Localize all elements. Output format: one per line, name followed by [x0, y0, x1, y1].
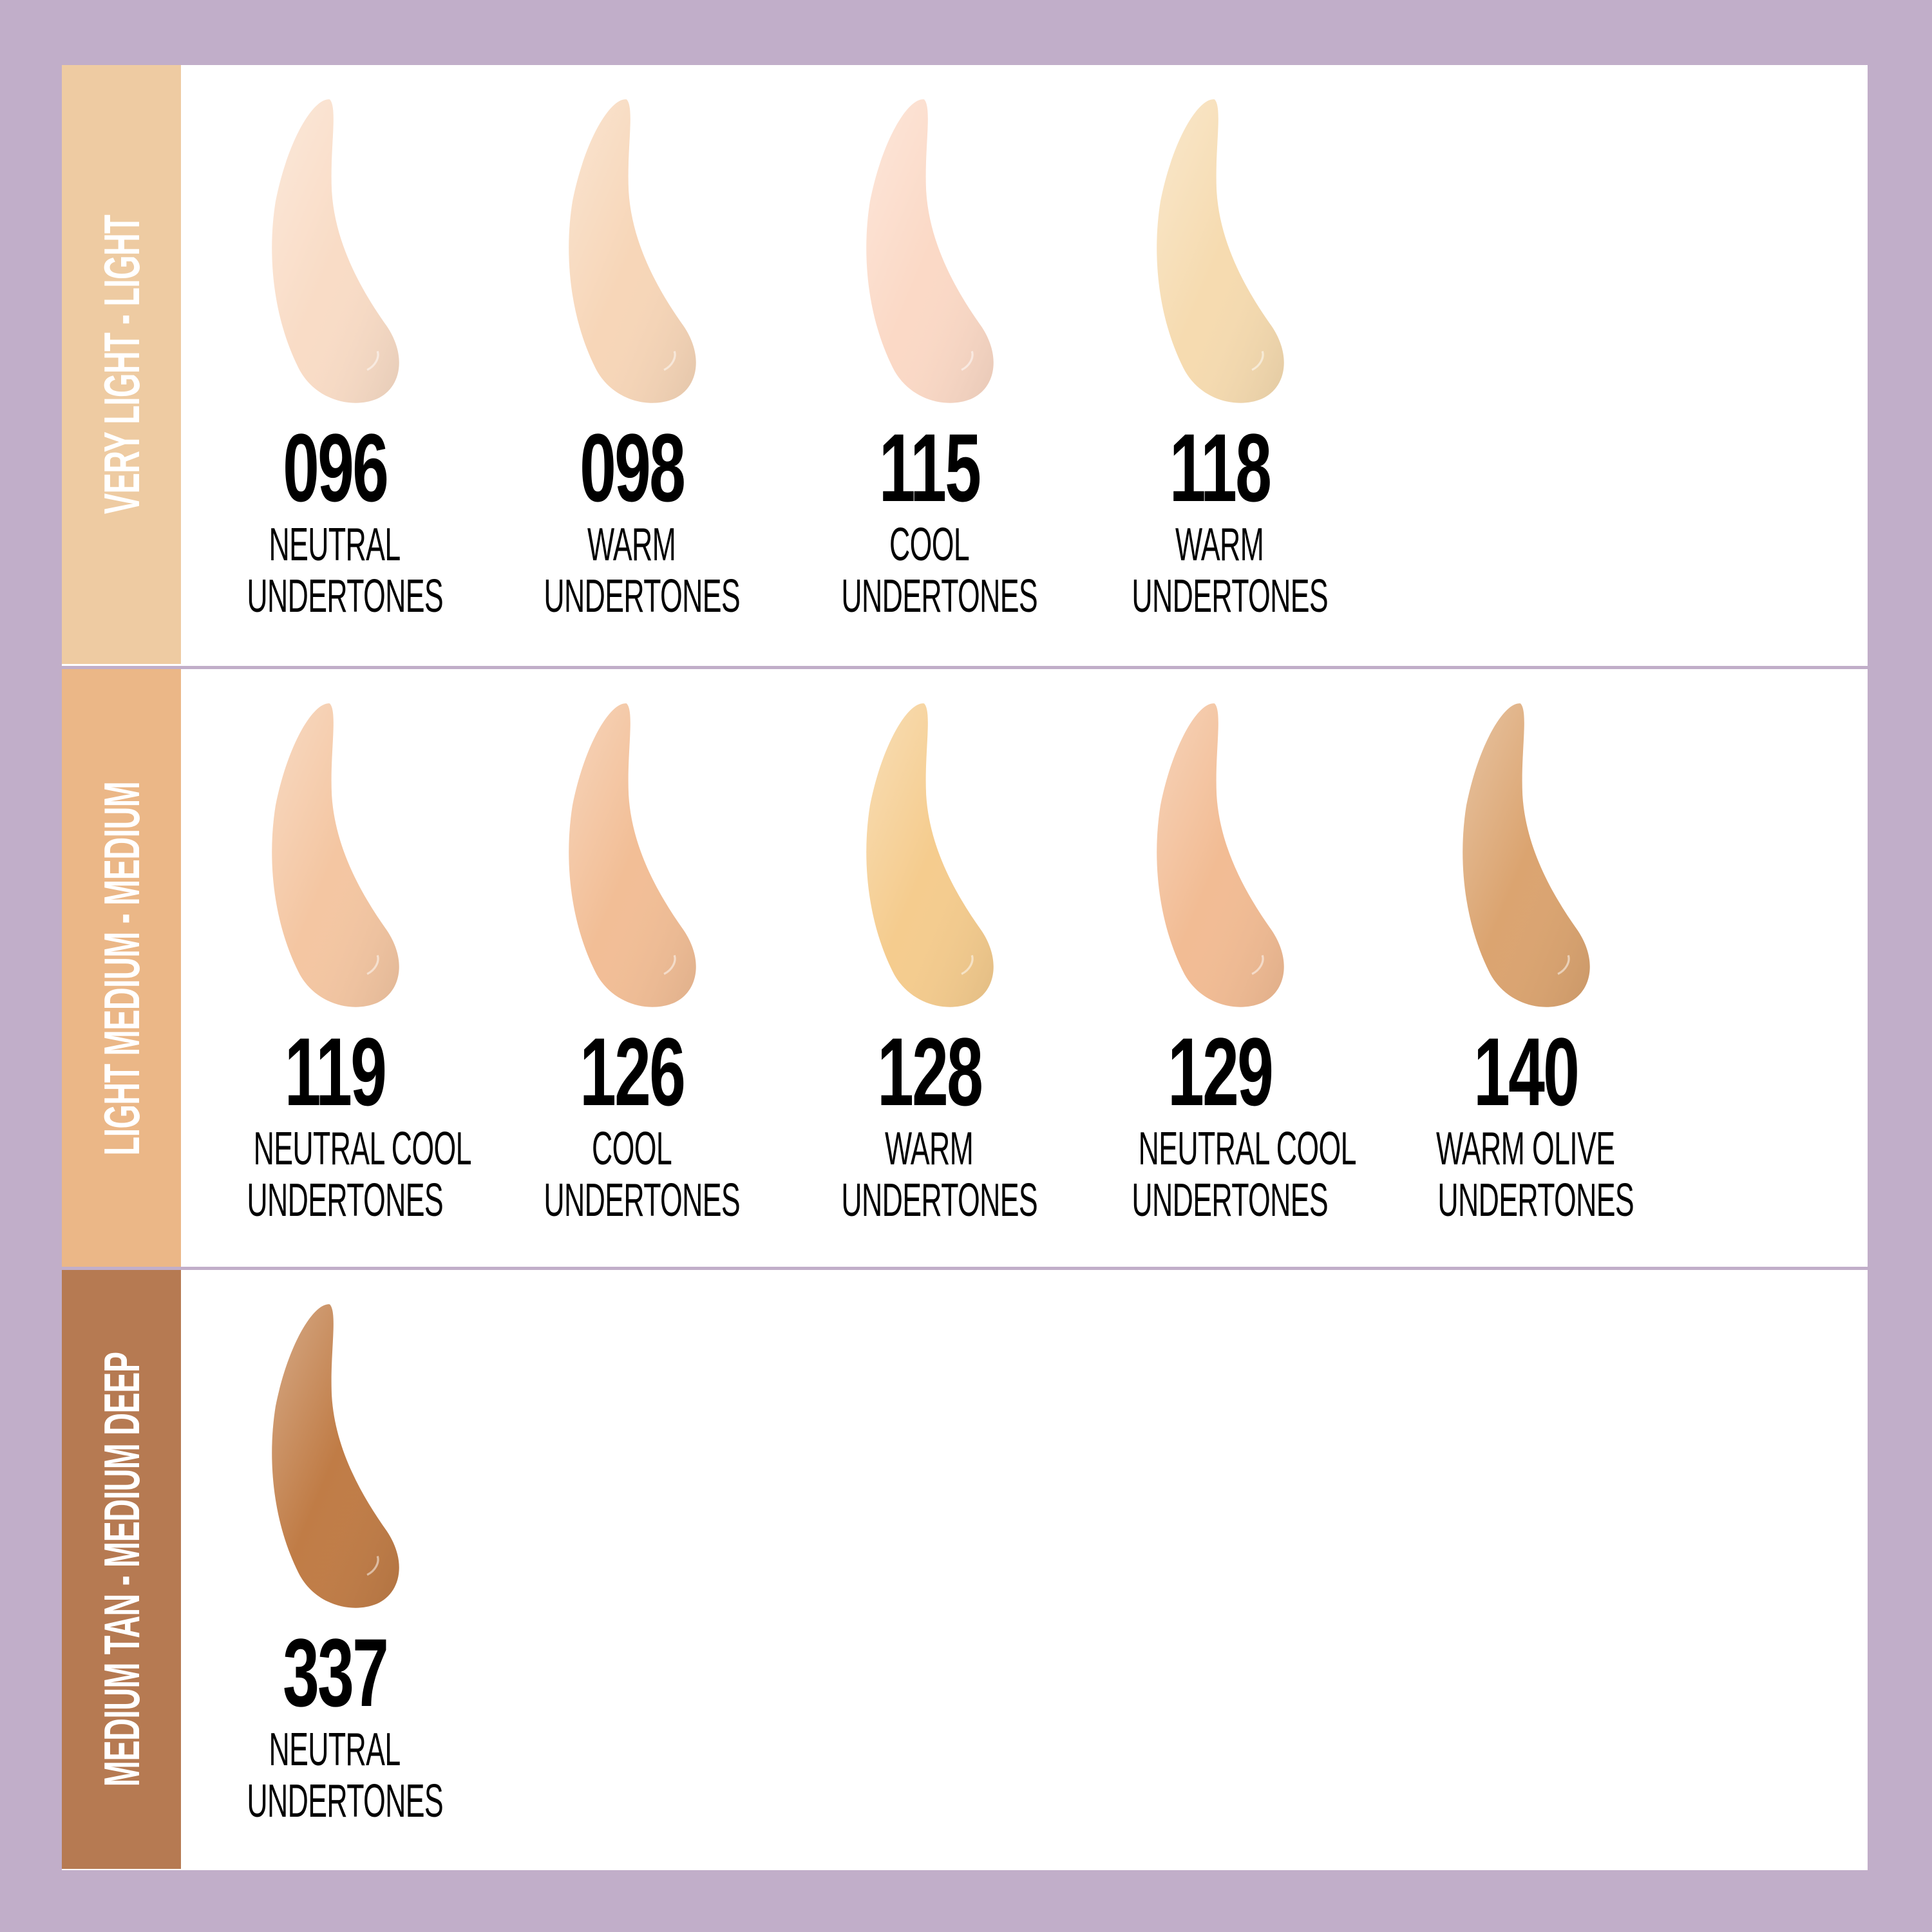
shade-number-line: 140	[1378, 1020, 1674, 1123]
undertone-line: UNDERTONES	[781, 1175, 1077, 1226]
undertone-line: WARM OLIVE	[1378, 1123, 1674, 1175]
undertone-line-1: WARM	[1175, 519, 1264, 571]
shade-item: 096 NEUTRAL UNDERTONES	[187, 97, 483, 622]
shade-number-line: 128	[781, 1020, 1077, 1123]
undertone-line-1: COOL	[889, 519, 970, 571]
shade-number-line: 118	[1072, 416, 1368, 519]
swatch-image	[1157, 703, 1284, 1007]
shade-number-line: 126	[484, 1020, 780, 1123]
shade-chart-panel: VERY LIGHT - LIGHT 096 NEUTRAL UNDERTONE…	[62, 65, 1868, 1870]
shade-item: 115 COOL UNDERTONES	[781, 97, 1077, 622]
shade-number: 096	[282, 413, 389, 522]
undertone-line: UNDERTONES	[1072, 1175, 1368, 1226]
shade-number: 129	[1167, 1018, 1274, 1126]
swatch-image	[866, 703, 994, 1007]
undertone-line-2: UNDERTONES	[544, 1175, 741, 1226]
shade-item: 129 NEUTRAL COOL UNDERTONES	[1072, 701, 1368, 1226]
shade-row: VERY LIGHT - LIGHT 096 NEUTRAL UNDERTONE…	[62, 65, 1868, 664]
shade-number-line: 115	[781, 416, 1077, 519]
undertone-line-1: WARM	[587, 519, 676, 571]
undertone-line-1: NEUTRAL COOL	[1138, 1123, 1357, 1175]
shade-number: 337	[282, 1618, 389, 1727]
undertone-line: NEUTRAL COOL	[187, 1123, 483, 1175]
swatch-image	[569, 99, 696, 403]
undertone-line: UNDERTONES	[781, 571, 1077, 622]
swatch-image	[1463, 703, 1590, 1007]
undertone-line-2: UNDERTONES	[1132, 1175, 1329, 1226]
undertone-line: UNDERTONES	[484, 571, 780, 622]
shade-number: 126	[579, 1018, 686, 1126]
undertone-line-1: COOL	[591, 1123, 672, 1175]
undertone-line-2: UNDERTONES	[544, 571, 741, 622]
shade-number-line: 119	[187, 1020, 483, 1123]
undertone-line-2: UNDERTONES	[841, 1175, 1038, 1226]
undertone-line-2: UNDERTONES	[247, 571, 444, 622]
undertone-line: UNDERTONES	[1378, 1175, 1674, 1226]
undertone-line-2: UNDERTONES	[247, 1175, 444, 1226]
swatch-image	[272, 99, 399, 403]
undertone-line: WARM	[781, 1123, 1077, 1175]
shade-number: 098	[579, 413, 686, 522]
undertone-line-1: NEUTRAL	[269, 1724, 401, 1776]
shade-number: 140	[1473, 1018, 1580, 1126]
undertone-line: WARM	[484, 519, 780, 571]
shade-number-line: 096	[187, 416, 483, 519]
shade-number: 115	[878, 413, 981, 522]
shade-row: LIGHT MEDIUM - MEDIUM 119 NEUTRAL COOL U…	[62, 669, 1868, 1268]
shade-number: 119	[284, 1018, 387, 1126]
range-band: VERY LIGHT - LIGHT	[62, 65, 181, 664]
range-label: VERY LIGHT - LIGHT	[93, 214, 150, 515]
undertone-line: COOL	[484, 1123, 780, 1175]
range-band: LIGHT MEDIUM - MEDIUM	[62, 669, 181, 1268]
shade-number-line: 098	[484, 416, 780, 519]
undertone-line-1: NEUTRAL	[269, 519, 401, 571]
shade-number: 118	[1169, 413, 1272, 522]
shade-item: 337 NEUTRAL UNDERTONES	[187, 1302, 483, 1827]
undertone-line: UNDERTONES	[187, 1175, 483, 1226]
undertone-line: COOL	[781, 519, 1077, 571]
swatch-image	[569, 703, 696, 1007]
undertone-line-1: WARM OLIVE	[1436, 1123, 1615, 1175]
swatch-image	[1157, 99, 1284, 403]
range-label: MEDIUM TAN - MEDIUM DEEP	[93, 1352, 150, 1787]
swatch-image	[272, 703, 399, 1007]
row-divider	[62, 1267, 1868, 1270]
undertone-line: UNDERTONES	[1072, 571, 1368, 622]
shade-item: 126 COOL UNDERTONES	[484, 701, 780, 1226]
undertone-line-2: UNDERTONES	[1132, 571, 1329, 622]
range-band: MEDIUM TAN - MEDIUM DEEP	[62, 1270, 181, 1869]
row-divider	[62, 666, 1868, 669]
undertone-line: UNDERTONES	[484, 1175, 780, 1226]
shade-row: MEDIUM TAN - MEDIUM DEEP 337 NEUTRAL UND…	[62, 1270, 1868, 1869]
undertone-line: NEUTRAL	[187, 1724, 483, 1776]
range-label: LIGHT MEDIUM - MEDIUM	[93, 781, 150, 1156]
undertone-line: NEUTRAL COOL	[1072, 1123, 1368, 1175]
undertone-line: UNDERTONES	[187, 571, 483, 622]
swatch-image	[272, 1304, 399, 1608]
shade-item: 119 NEUTRAL COOL UNDERTONES	[187, 701, 483, 1226]
shade-item: 118 WARM UNDERTONES	[1072, 97, 1368, 622]
undertone-line: NEUTRAL	[187, 519, 483, 571]
undertone-line-1: WARM	[885, 1123, 974, 1175]
undertone-line-2: UNDERTONES	[841, 571, 1038, 622]
undertone-line: UNDERTONES	[187, 1776, 483, 1827]
undertone-line-2: UNDERTONES	[247, 1776, 444, 1827]
shade-item: 140 WARM OLIVE UNDERTONES	[1378, 701, 1674, 1226]
undertone-line-2: UNDERTONES	[1437, 1175, 1634, 1226]
shade-number-line: 337	[187, 1621, 483, 1724]
shade-item: 098 WARM UNDERTONES	[484, 97, 780, 622]
shade-number: 128	[876, 1018, 983, 1126]
shade-item: 128 WARM UNDERTONES	[781, 701, 1077, 1226]
undertone-line: WARM	[1072, 519, 1368, 571]
undertone-line-1: NEUTRAL COOL	[253, 1123, 472, 1175]
swatch-image	[866, 99, 994, 403]
shade-number-line: 129	[1072, 1020, 1368, 1123]
